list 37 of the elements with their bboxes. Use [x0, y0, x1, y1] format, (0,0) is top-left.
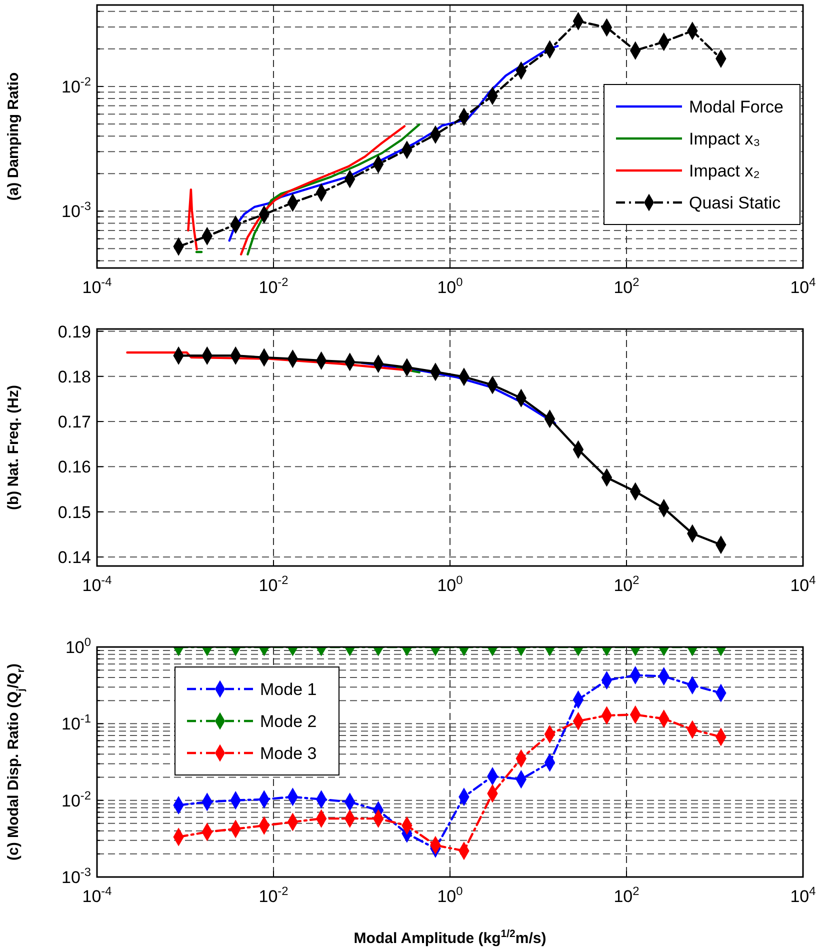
y-tick-label: 0.15 [58, 502, 91, 522]
y-tick-label: 0.14 [58, 548, 91, 567]
legend-label: Modal Force [689, 98, 784, 116]
x-tick-label: 10$^{2}$ [614, 884, 640, 906]
x-tick-label: 10$^{-2}$ [258, 275, 289, 297]
legend-label: Mode 1 [260, 680, 317, 699]
legend-label: Mode 2 [260, 712, 317, 731]
legend-label: Quasi Static [689, 194, 782, 212]
legend-label: Mode 3 [260, 744, 317, 763]
x-tick-label: 10$^{-2}$ [258, 884, 289, 906]
x-tick-label: 10$^{-4}$ [82, 573, 112, 595]
x-tick-label: 10$^{0}$ [437, 884, 464, 906]
x-tick-label: 10$^{4}$ [790, 573, 816, 595]
x-axis-title: Modal Amplitude (kg$^{1/2}$m/s) [354, 928, 546, 947]
x-tick-label: 10$^{2}$ [614, 573, 640, 595]
x-tick-label: 10$^{-2}$ [258, 573, 289, 595]
y-tick-label: 10$^{-2}$ [62, 74, 92, 96]
y-tick-label: 10$^{0}$ [65, 635, 92, 657]
y-tick-label: 0.18 [58, 367, 91, 386]
x-tick-label: 10$^{-4}$ [82, 275, 112, 297]
x-tick-label: 10$^{4}$ [790, 884, 816, 906]
y-tick-label: 10$^{-3}$ [62, 865, 92, 887]
y-tick-label: 0.17 [58, 412, 91, 432]
x-tick-label: 10$^{0}$ [437, 275, 464, 297]
legend-label: Impact x₂ [689, 162, 760, 180]
x-tick-label: 10$^{0}$ [437, 573, 464, 595]
y-tick-label: 10$^{-2}$ [62, 788, 92, 810]
y-tick-label: 10$^{-3}$ [62, 199, 92, 222]
x-tick-label: 10$^{4}$ [790, 275, 816, 297]
legend-label: Impact x₃ [689, 130, 760, 148]
x-tick-label: 10$^{-4}$ [82, 884, 112, 906]
y-tick-label: 0.16 [58, 458, 91, 477]
y-tick-label: 10$^{-1}$ [62, 712, 92, 734]
y-tick-label: 0.19 [58, 322, 91, 342]
x-tick-label: 10$^{2}$ [614, 275, 640, 297]
y-axis-title: (b) Nat. Freq. (Hz) [5, 385, 22, 510]
y-axis-title: (a) Damping Ratio [5, 72, 22, 201]
